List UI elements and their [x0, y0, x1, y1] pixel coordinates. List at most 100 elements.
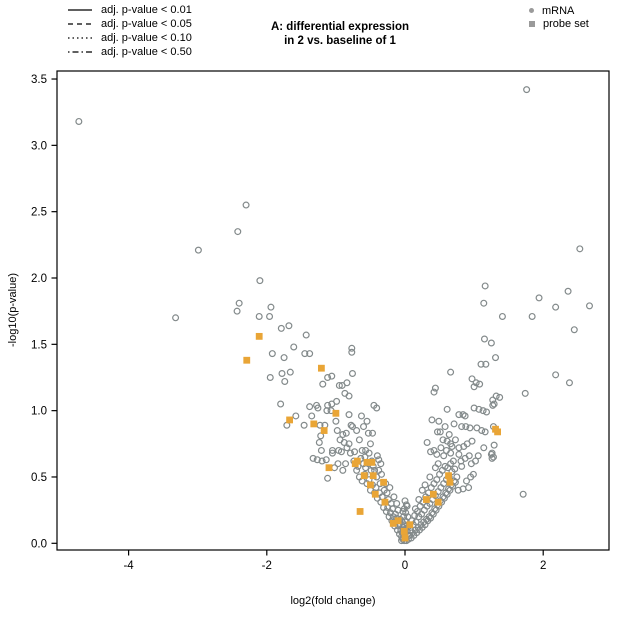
circle-marker-icon — [529, 8, 534, 13]
mrna-point — [466, 424, 474, 432]
legend-label: adj. p-value < 0.10 — [101, 32, 192, 44]
mrna-point — [440, 452, 448, 460]
mrna-point — [479, 407, 487, 415]
probe-set-point — [400, 527, 408, 535]
mrna-point — [403, 502, 411, 510]
mrna-point — [445, 431, 453, 439]
mrna-point — [474, 452, 482, 460]
mrna-point — [433, 428, 441, 436]
mrna-point — [353, 466, 361, 474]
mrna-point — [280, 354, 288, 362]
mrna-point — [443, 405, 451, 413]
mrna-point — [468, 375, 476, 383]
mrna-point — [277, 324, 285, 332]
mrna-point — [360, 423, 368, 431]
probe-set-point — [394, 517, 402, 525]
mrna-point — [418, 486, 426, 494]
series-marker-legend: mRNA probe set — [529, 4, 589, 30]
mrna-point — [468, 437, 476, 445]
mrna-point — [482, 360, 490, 368]
mrna-point — [426, 473, 434, 481]
legend-label: adj. p-value < 0.50 — [101, 46, 192, 58]
mrna-point — [322, 456, 330, 464]
probe-set-point — [445, 472, 452, 480]
mrna-point — [256, 277, 264, 285]
mrna-point — [488, 449, 496, 457]
mrna-point — [481, 282, 489, 290]
mrna-point — [278, 370, 286, 378]
mrna-point — [492, 392, 500, 400]
mrna-point — [521, 389, 529, 397]
mrna-point — [394, 506, 402, 514]
mrna-point — [334, 460, 342, 468]
mrna-point — [286, 368, 294, 376]
chart-title-line2: in 2 vs. baseline of 1 — [284, 35, 396, 47]
mrna-point — [309, 454, 317, 462]
mrna-point — [382, 507, 390, 515]
dashed-line-icon — [68, 23, 92, 25]
mrna-point — [454, 486, 462, 494]
mrna-point — [194, 246, 202, 254]
probe-set-point — [429, 490, 437, 498]
mrna-point — [342, 460, 350, 468]
mrna-point — [333, 397, 341, 405]
mrna-point — [448, 442, 456, 450]
mrna-point — [585, 302, 593, 310]
x-tick-label: -4 — [123, 560, 134, 572]
mrna-point — [317, 446, 325, 454]
probe-set-point — [363, 458, 371, 466]
legend-label: adj. p-value < 0.05 — [101, 18, 192, 30]
legend-label: probe set — [543, 17, 589, 30]
legend-row-p050: adj. p-value < 0.50 — [68, 45, 192, 59]
mrna-point — [340, 438, 348, 446]
mrna-point — [324, 373, 332, 381]
mrna-point — [433, 476, 441, 484]
mrna-point — [411, 505, 419, 513]
mrna-point — [267, 303, 275, 311]
mrna-point — [266, 373, 274, 381]
mrna-point — [386, 484, 394, 492]
mrna-point — [339, 466, 347, 474]
mrna-point — [333, 427, 341, 435]
probe-set-point — [368, 458, 376, 466]
mrna-point — [437, 444, 445, 452]
legend-row-probe-set: probe set — [529, 17, 589, 30]
mrna-point — [357, 412, 365, 420]
mrna-point — [455, 411, 463, 419]
plot-box — [56, 70, 610, 551]
mrna-point — [490, 441, 498, 449]
mrna-point — [399, 507, 407, 515]
mrna-point — [457, 457, 465, 465]
mrna-point — [435, 417, 443, 425]
mrna-point — [364, 429, 372, 437]
mrna-point — [268, 350, 276, 358]
mrna-point — [451, 465, 459, 473]
mrna-point — [313, 456, 321, 464]
mrna-point — [455, 450, 463, 458]
probe-set-point — [286, 416, 294, 424]
mrna-point — [365, 449, 373, 457]
mrna-point — [528, 312, 536, 320]
probe-set-point — [434, 498, 442, 506]
mrna-point — [233, 307, 241, 315]
mrna-point — [455, 444, 463, 452]
mrna-point — [373, 452, 381, 460]
probe-set-point — [381, 498, 389, 506]
mrna-point — [453, 473, 461, 481]
mrna-point — [470, 383, 478, 391]
mrna-point — [427, 448, 435, 456]
mrna-point — [255, 312, 263, 320]
mrna-point — [472, 379, 480, 387]
mrna-point — [306, 350, 314, 358]
probe-set-point — [423, 496, 430, 503]
mrna-point — [363, 417, 371, 425]
probe-set-point — [369, 472, 377, 480]
mrna-point — [480, 299, 488, 307]
mrna-point — [519, 490, 527, 498]
solid-line-icon — [68, 9, 92, 11]
probe-set-point — [356, 508, 364, 515]
mrna-point — [434, 460, 442, 468]
x-tick-label: 2 — [540, 560, 546, 572]
mrna-point — [576, 245, 584, 253]
mrna-point — [323, 407, 331, 415]
